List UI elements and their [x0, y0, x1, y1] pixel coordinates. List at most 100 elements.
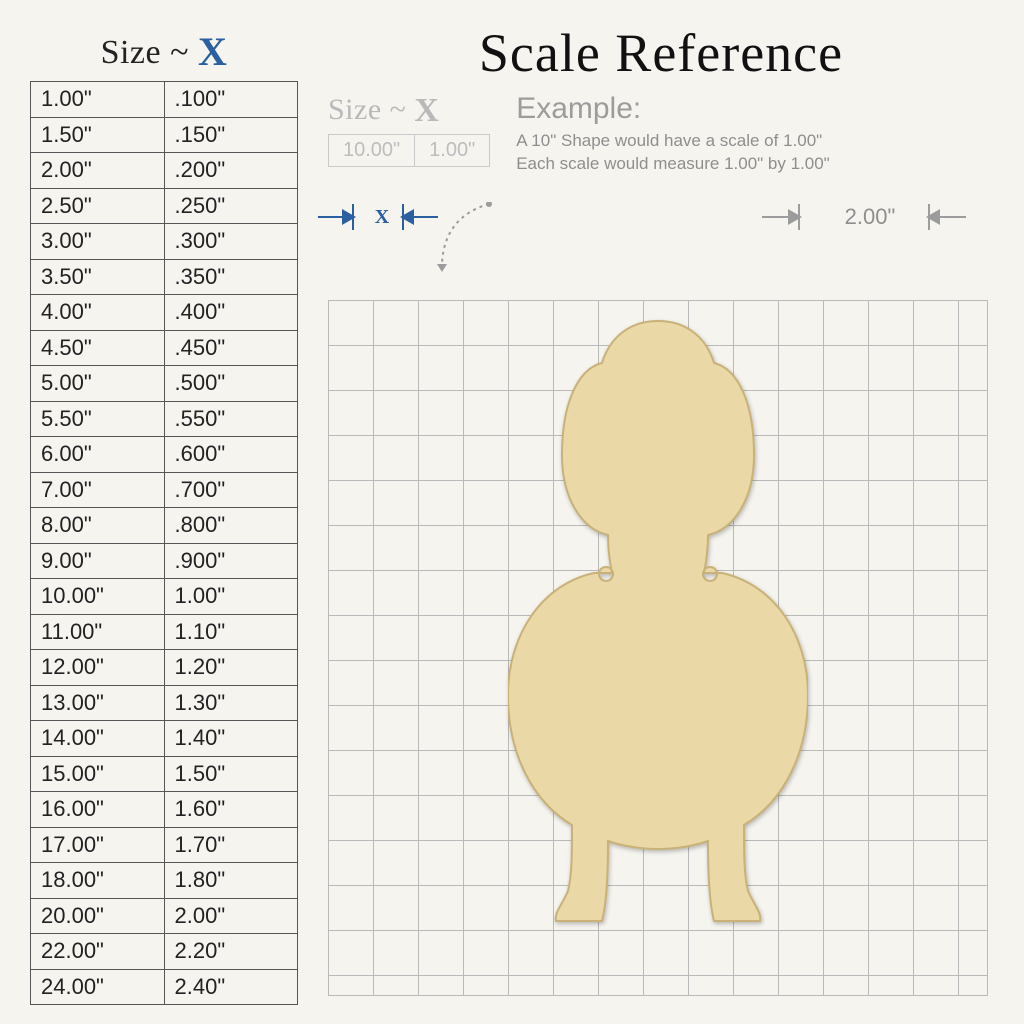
table-cell: 9.00" [31, 543, 165, 579]
table-cell: 4.50" [31, 330, 165, 366]
table-row: 4.50".450" [31, 330, 298, 366]
dimension-row: X 2.00" [322, 198, 1000, 254]
table-cell: 3.00" [31, 224, 165, 260]
legend-row: Size ~ X 10.00" 1.00" Example: A 10" Sha… [328, 92, 1000, 176]
table-cell: .100" [164, 82, 298, 118]
table-cell: .350" [164, 259, 298, 295]
table-cell: .150" [164, 117, 298, 153]
table-row: 13.00"1.30" [31, 685, 298, 721]
table-cell: .900" [164, 543, 298, 579]
table-row: 18.00"1.80" [31, 863, 298, 899]
table-row: 16.00"1.60" [31, 792, 298, 828]
table-cell: 13.00" [31, 685, 165, 721]
dim-two-indicator: 2.00" [770, 198, 970, 254]
table-cell: 16.00" [31, 792, 165, 828]
mini-table-block: Size ~ X 10.00" 1.00" [328, 92, 490, 167]
table-cell: 1.20" [164, 650, 298, 686]
scale-table: 1.00".100"1.50".150"2.00".200"2.50".250"… [30, 81, 298, 1005]
table-cell: 5.50" [31, 401, 165, 437]
table-cell: 3.50" [31, 259, 165, 295]
example-line-1: A 10" Shape would have a scale of 1.00" [516, 130, 1000, 153]
table-cell: 2.40" [164, 969, 298, 1005]
table-cell: 1.00" [31, 82, 165, 118]
table-cell: 2.00" [31, 153, 165, 189]
table-cell: 1.50" [31, 117, 165, 153]
mini-title-prefix: Size ~ [328, 93, 406, 126]
table-cell: 10.00" [31, 579, 165, 615]
example-block: Example: A 10" Shape would have a scale … [516, 92, 1000, 176]
table-cell: .500" [164, 366, 298, 402]
table-cell: 1.80" [164, 863, 298, 899]
table-title: Size ~ X [30, 28, 298, 75]
table-cell: .700" [164, 472, 298, 508]
table-row: 17.00"1.70" [31, 827, 298, 863]
scale-table-panel: Size ~ X 1.00".100"1.50".150"2.00".200"2… [30, 28, 298, 1000]
table-title-x: X [198, 29, 227, 74]
dim-two-label: 2.00" [845, 204, 896, 230]
table-row: 9.00".900" [31, 543, 298, 579]
table-cell: .400" [164, 295, 298, 331]
mini-cell-size: 10.00" [329, 135, 415, 167]
dog-shape [508, 315, 808, 925]
table-row: 8.00".800" [31, 508, 298, 544]
table-row: 24.00"2.40" [31, 969, 298, 1005]
mini-table: 10.00" 1.00" [328, 134, 490, 167]
table-row: 11.00"1.10" [31, 614, 298, 650]
table-row: 5.50".550" [31, 401, 298, 437]
table-row: 3.50".350" [31, 259, 298, 295]
table-cell: 14.00" [31, 721, 165, 757]
table-cell: 15.00" [31, 756, 165, 792]
mini-table-title: Size ~ X [328, 92, 490, 130]
table-row: 1.50".150" [31, 117, 298, 153]
table-cell: .250" [164, 188, 298, 224]
table-cell: 6.00" [31, 437, 165, 473]
reference-panel: Scale Reference Size ~ X 10.00" 1.00" Ex… [322, 28, 1000, 1000]
page-title: Scale Reference [322, 22, 1000, 84]
example-title: Example: [516, 92, 1000, 126]
table-title-prefix: Size ~ [101, 34, 189, 71]
table-row: 5.00".500" [31, 366, 298, 402]
table-cell: .550" [164, 401, 298, 437]
table-cell: 1.50" [164, 756, 298, 792]
table-cell: 22.00" [31, 934, 165, 970]
table-cell: 1.60" [164, 792, 298, 828]
example-line-2: Each scale would measure 1.00" by 1.00" [516, 153, 1000, 176]
table-row: 2.00".200" [31, 153, 298, 189]
table-row: 14.00"1.40" [31, 721, 298, 757]
table-cell: 1.10" [164, 614, 298, 650]
arrow-right-icon [342, 209, 356, 225]
table-cell: .300" [164, 224, 298, 260]
arrow-left-icon [400, 209, 414, 225]
table-cell: 1.00" [164, 579, 298, 615]
table-row: 7.00".700" [31, 472, 298, 508]
table-cell: 2.50" [31, 188, 165, 224]
mini-title-x: X [414, 92, 439, 129]
arrow-left-icon [926, 209, 940, 225]
table-row: 20.00"2.00" [31, 898, 298, 934]
dim-x-indicator: X [322, 198, 442, 254]
table-cell: 11.00" [31, 614, 165, 650]
mini-cell-scale: 1.00" [415, 135, 490, 167]
table-row: 3.00".300" [31, 224, 298, 260]
table-cell: 7.00" [31, 472, 165, 508]
table-cell: 1.30" [164, 685, 298, 721]
table-cell: .450" [164, 330, 298, 366]
table-cell: .200" [164, 153, 298, 189]
table-cell: 12.00" [31, 650, 165, 686]
table-cell: 4.00" [31, 295, 165, 331]
table-cell: 8.00" [31, 508, 165, 544]
table-cell: 1.40" [164, 721, 298, 757]
table-row: 1.00".100" [31, 82, 298, 118]
table-cell: 20.00" [31, 898, 165, 934]
table-row: 12.00"1.20" [31, 650, 298, 686]
dim-x-label: X [375, 206, 389, 229]
table-cell: 18.00" [31, 863, 165, 899]
grid-area [328, 300, 988, 996]
table-row: 2.50".250" [31, 188, 298, 224]
table-cell: 2.20" [164, 934, 298, 970]
table-row: 6.00".600" [31, 437, 298, 473]
table-cell: 17.00" [31, 827, 165, 863]
table-cell: .800" [164, 508, 298, 544]
table-cell: .600" [164, 437, 298, 473]
table-row: 10.00"1.00" [31, 579, 298, 615]
